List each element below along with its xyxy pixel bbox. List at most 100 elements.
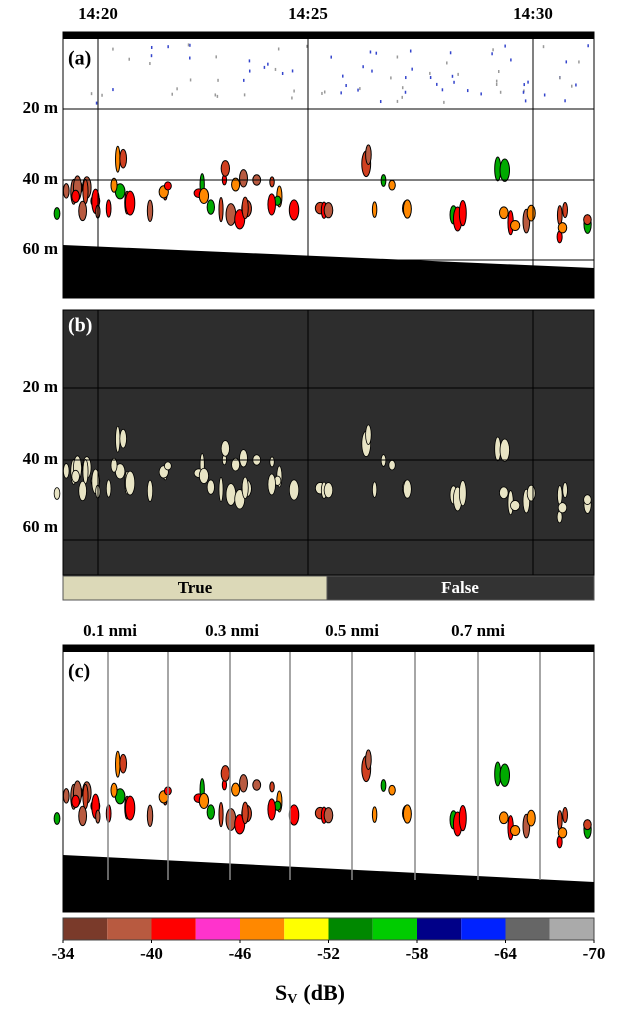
- echo: [62, 183, 70, 199]
- echo: [458, 480, 467, 507]
- legend-true: [62, 575, 328, 601]
- noise: [379, 100, 382, 104]
- noise: [443, 100, 445, 104]
- noise: [371, 69, 373, 73]
- colorbar-cell: [505, 918, 550, 940]
- panel-b-frame: [62, 309, 595, 576]
- noise: [404, 90, 407, 94]
- noise: [112, 88, 114, 92]
- noise: [95, 101, 98, 105]
- noise: [578, 60, 580, 64]
- noise: [523, 83, 525, 87]
- echo: [198, 467, 209, 484]
- noise: [340, 91, 342, 95]
- noise: [564, 99, 566, 103]
- colorbar-cell: [63, 918, 108, 940]
- echo: [239, 169, 248, 188]
- noise: [263, 65, 266, 69]
- noise: [466, 89, 469, 93]
- echo: [146, 804, 154, 828]
- noise: [527, 80, 529, 84]
- colorbar-cell: [151, 918, 196, 940]
- echo: [323, 202, 334, 219]
- echo: [267, 473, 276, 496]
- echo: [499, 438, 510, 462]
- echo: [62, 788, 70, 804]
- echo: [82, 178, 89, 205]
- echo: [510, 219, 521, 232]
- echo: [71, 189, 80, 203]
- distance-label: 0.1 nmi: [83, 621, 137, 640]
- noise: [405, 76, 407, 80]
- noise: [522, 90, 525, 94]
- noise: [167, 45, 169, 49]
- echo: [252, 779, 262, 791]
- noise: [321, 91, 323, 95]
- echo: [220, 160, 231, 177]
- distance-label: 0.5 nmi: [325, 621, 379, 640]
- echo: [562, 806, 568, 824]
- echo: [239, 774, 248, 793]
- echo: [53, 812, 61, 825]
- echo: [146, 199, 154, 223]
- echo: [388, 459, 396, 471]
- echo: [371, 201, 378, 218]
- echo: [269, 456, 275, 468]
- noise: [277, 47, 280, 51]
- echo: [499, 486, 509, 500]
- noise: [369, 50, 372, 54]
- echo: [110, 457, 118, 473]
- depth-label: 20 m: [23, 98, 58, 117]
- echo: [119, 428, 127, 449]
- noise: [453, 80, 455, 84]
- noise: [499, 90, 502, 94]
- echo: [562, 482, 568, 499]
- noise: [390, 76, 392, 80]
- noise: [171, 92, 173, 96]
- noise: [492, 48, 494, 52]
- noise: [396, 55, 399, 59]
- echo: [95, 809, 101, 824]
- colorbar-tick-label: -52: [317, 944, 340, 963]
- noise: [291, 69, 294, 73]
- time-label: 14:30: [513, 4, 553, 23]
- echo: [71, 469, 80, 483]
- echo: [288, 199, 300, 221]
- echoes-b: [53, 424, 592, 524]
- noise: [217, 78, 219, 82]
- echo: [556, 810, 563, 831]
- colorbar-cell: [417, 918, 462, 940]
- noise: [559, 76, 561, 80]
- echo: [82, 458, 89, 485]
- echo: [218, 801, 224, 828]
- echo: [241, 476, 249, 500]
- echo: [78, 480, 87, 502]
- echo: [241, 801, 249, 825]
- echo: [105, 199, 112, 218]
- noise: [565, 60, 568, 64]
- echo: [220, 440, 230, 457]
- colorbar-tick-label: -58: [406, 944, 429, 963]
- noise: [436, 82, 438, 86]
- noise: [330, 55, 332, 59]
- echo: [562, 201, 568, 219]
- noise: [510, 58, 512, 62]
- noise: [90, 92, 93, 96]
- colorbar-cell: [461, 918, 506, 940]
- echo: [583, 819, 592, 831]
- noise: [243, 93, 246, 97]
- echo: [583, 214, 592, 226]
- echo: [269, 781, 275, 793]
- noise: [441, 88, 444, 92]
- noise: [359, 87, 361, 91]
- noise: [214, 93, 217, 97]
- panel-c-topbar: [63, 645, 594, 652]
- depth-label: 40 m: [23, 449, 58, 468]
- noise: [451, 74, 454, 78]
- echo: [388, 784, 396, 796]
- time-label: 14:25: [288, 4, 328, 23]
- echo: [526, 484, 536, 502]
- colorbar-tick-label: -64: [494, 944, 517, 963]
- noise: [150, 45, 153, 49]
- colorbar-title: SV (dB): [275, 980, 345, 1007]
